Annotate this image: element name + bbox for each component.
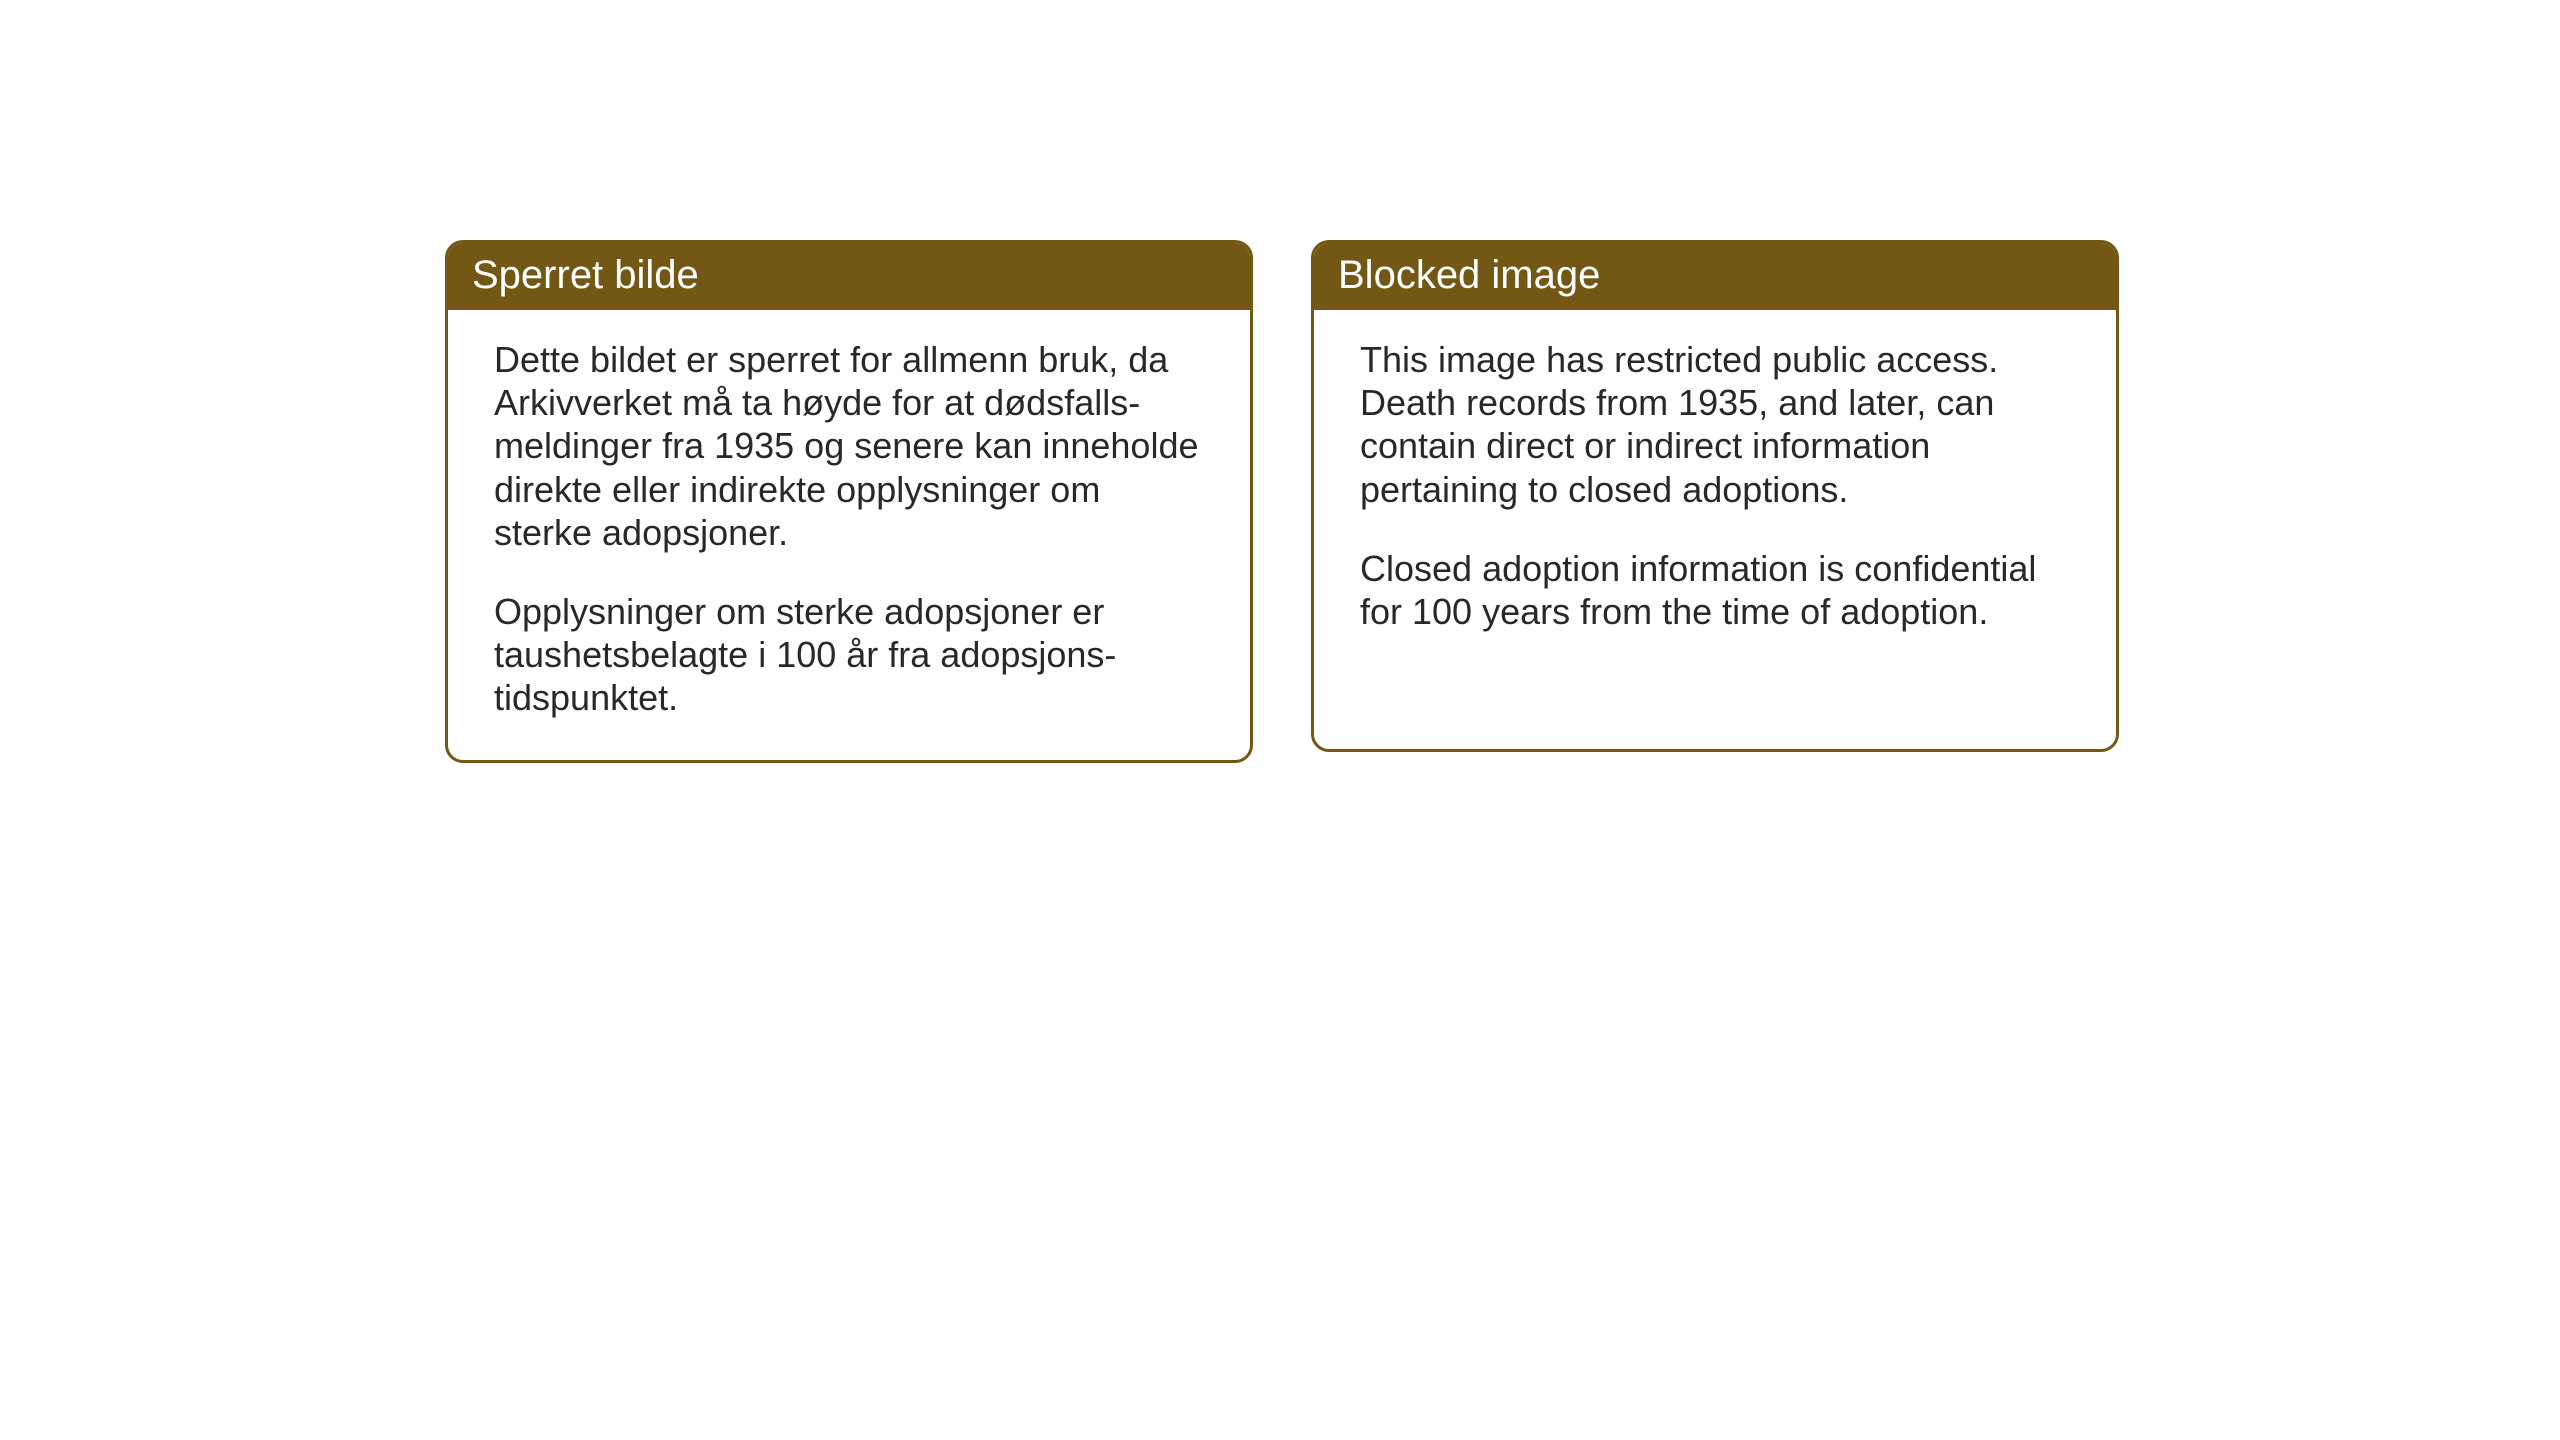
notice-cards-container: Sperret bilde Dette bildet er sperret fo… xyxy=(445,240,2119,763)
notice-title-norwegian: Sperret bilde xyxy=(472,253,699,297)
notice-paragraph-2-english: Closed adoption information is confident… xyxy=(1360,547,2070,633)
notice-header-english: Blocked image xyxy=(1314,243,2116,310)
notice-paragraph-2-norwegian: Opplysninger om sterke adopsjoner er tau… xyxy=(494,590,1204,720)
notice-paragraph-1-english: This image has restricted public access.… xyxy=(1360,338,2070,511)
notice-paragraph-1-norwegian: Dette bildet er sperret for allmenn bruk… xyxy=(494,338,1204,554)
notice-body-norwegian: Dette bildet er sperret for allmenn bruk… xyxy=(448,310,1250,760)
notice-header-norwegian: Sperret bilde xyxy=(448,243,1250,310)
notice-body-english: This image has restricted public access.… xyxy=(1314,310,2116,673)
notice-card-english: Blocked image This image has restricted … xyxy=(1311,240,2119,752)
notice-card-norwegian: Sperret bilde Dette bildet er sperret fo… xyxy=(445,240,1253,763)
notice-title-english: Blocked image xyxy=(1338,253,1600,297)
